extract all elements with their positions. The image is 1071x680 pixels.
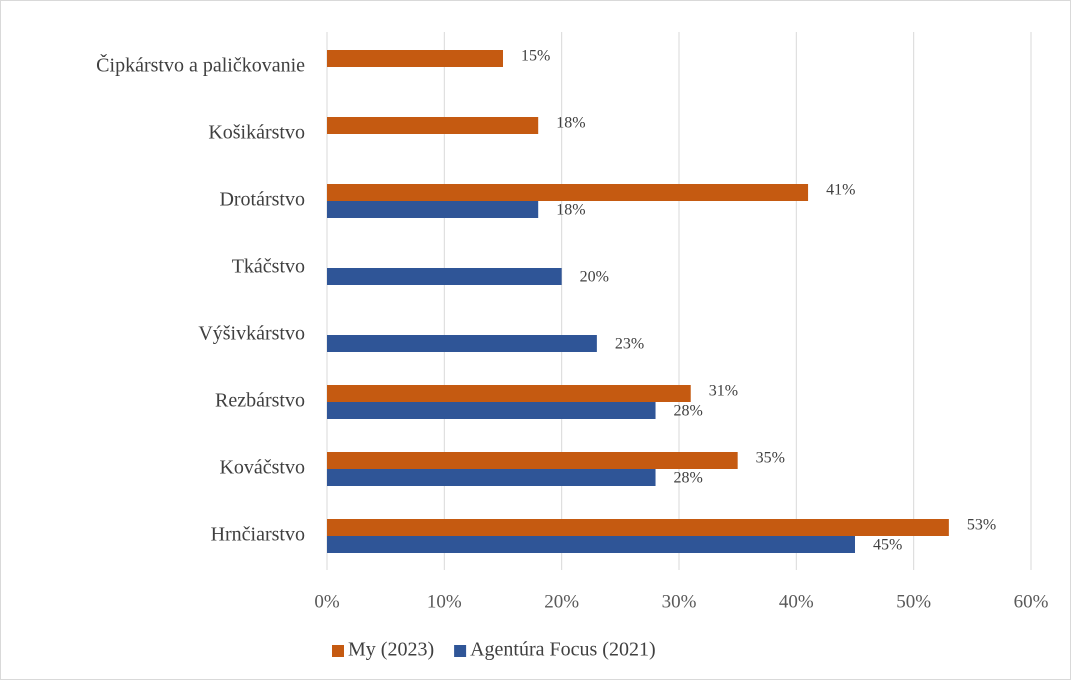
bar: [327, 335, 597, 352]
bar: [327, 536, 855, 553]
bar: [327, 50, 503, 67]
bar: [327, 184, 809, 201]
value-label: 18%: [556, 115, 585, 132]
y-tick-label: Košikárstvo: [208, 122, 305, 144]
value-label: 15%: [521, 48, 550, 65]
bar: [327, 268, 562, 285]
y-tick-label: Čipkárstvo a paličkovanie: [96, 53, 305, 77]
bar: [327, 452, 738, 469]
bar: [327, 469, 656, 486]
bar: [327, 519, 949, 536]
value-label: 28%: [674, 403, 703, 420]
x-tick-label: 30%: [662, 591, 697, 612]
value-label: 53%: [967, 517, 996, 534]
bar: [327, 402, 656, 419]
y-tick-label: Kováčstvo: [219, 457, 305, 479]
y-tick-label: Tkáčstvo: [232, 256, 305, 278]
value-label: 20%: [580, 269, 609, 286]
y-tick-label: Rezbárstvo: [215, 390, 305, 412]
legend-swatch: [454, 645, 467, 657]
x-tick-label: 40%: [779, 591, 814, 612]
value-label: 31%: [709, 383, 738, 400]
x-tick-label: 10%: [427, 591, 462, 612]
value-label: 35%: [756, 450, 785, 467]
legend-swatch: [332, 645, 344, 657]
bar: [327, 385, 691, 402]
value-label: 23%: [615, 336, 644, 353]
x-tick-label: 60%: [1014, 591, 1049, 612]
y-tick-label: Výšivkárstvo: [198, 323, 305, 345]
value-label: 28%: [674, 470, 703, 487]
bar: [327, 201, 539, 218]
y-tick-label: Hrnčiarstvo: [211, 524, 305, 546]
legend-label: Agentúra Focus (2021): [470, 639, 656, 661]
x-tick-label: 0%: [314, 591, 340, 612]
value-label: 45%: [873, 537, 902, 554]
y-tick-label: Drotárstvo: [219, 189, 305, 211]
legend-label: My (2023): [348, 639, 434, 661]
x-tick-label: 20%: [544, 591, 579, 612]
bar: [327, 117, 539, 134]
value-label: 41%: [826, 182, 855, 199]
x-tick-label: 50%: [896, 591, 931, 612]
value-label: 18%: [556, 202, 585, 219]
